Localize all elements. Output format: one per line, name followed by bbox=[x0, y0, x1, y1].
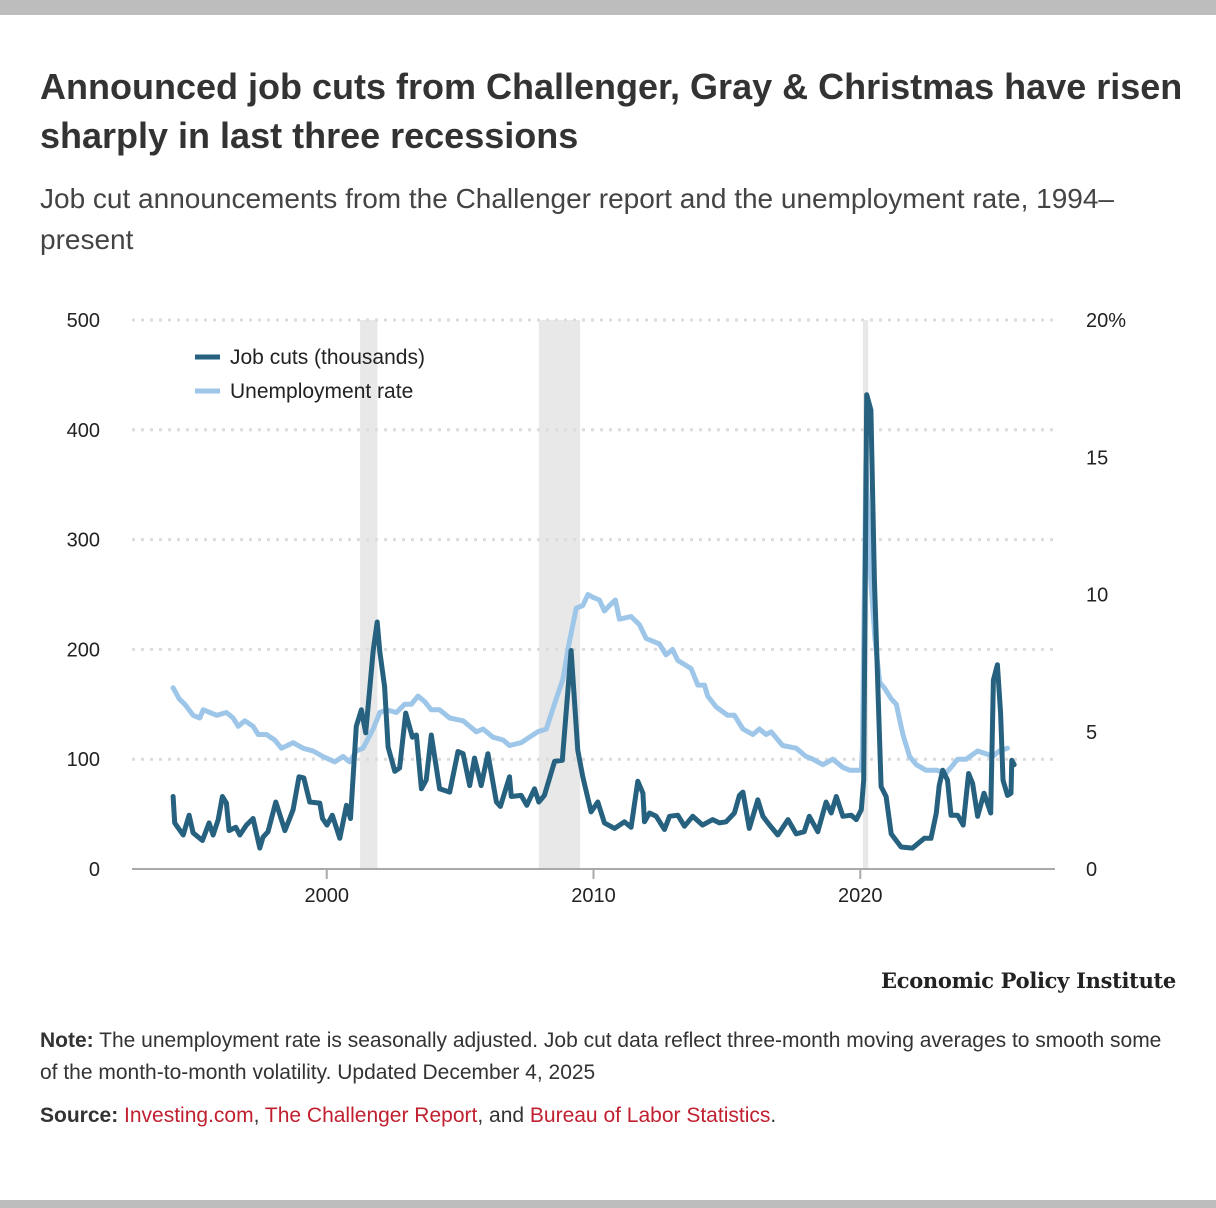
series-line-job-cuts bbox=[170, 392, 1017, 851]
source: Source: Investing.com, The Challenger Re… bbox=[40, 1100, 1180, 1132]
separator: , bbox=[253, 1104, 265, 1127]
y-right-tick-label: 10 bbox=[1086, 585, 1108, 607]
recession-band bbox=[538, 320, 581, 869]
series-line-unemployment bbox=[170, 460, 1010, 776]
legend-label-job-cuts: Job cuts (thousands) bbox=[230, 346, 425, 369]
source-link-challenger[interactable]: The Challenger Report bbox=[264, 1104, 478, 1127]
period: . bbox=[770, 1104, 777, 1127]
y-right-tick-label: 15 bbox=[1086, 447, 1108, 469]
epi-logo: Economic Policy Institute bbox=[881, 968, 1176, 993]
legend: Job cuts (thousands) Unemployment rate bbox=[195, 346, 425, 403]
y-right-tick-label: 0 bbox=[1086, 859, 1097, 881]
x-tick-label: 2020 bbox=[838, 885, 883, 907]
source-link-investing[interactable]: Investing.com bbox=[124, 1104, 254, 1127]
x-tick-label: 2010 bbox=[571, 885, 616, 907]
source-label: Source: bbox=[40, 1104, 119, 1127]
chart-subtitle: Job cut announcements from the Challenge… bbox=[40, 183, 1114, 255]
y-right-tick-label: 5 bbox=[1086, 722, 1097, 744]
note: Note: The unemployment rate is seasonall… bbox=[40, 1025, 1180, 1089]
y-left-tick-label: 100 bbox=[67, 749, 100, 771]
legend-label-unemployment: Unemployment rate bbox=[230, 380, 413, 403]
separator: , and bbox=[477, 1104, 530, 1127]
note-label: Note: bbox=[40, 1029, 94, 1052]
y-left-tick-label: 0 bbox=[89, 859, 100, 881]
y-left-tick-label: 300 bbox=[67, 530, 100, 552]
source-link-bls[interactable]: Bureau of Labor Statistics bbox=[529, 1104, 771, 1127]
chart-title: Announced job cuts from Challenger, Gray… bbox=[40, 66, 1183, 156]
y-left-tick-label: 200 bbox=[67, 639, 100, 661]
y-right-tick-label: 20% bbox=[1086, 310, 1126, 332]
x-tick-label: 2000 bbox=[304, 885, 349, 907]
y-left-tick-label: 400 bbox=[67, 420, 100, 442]
y-left-tick-label: 500 bbox=[67, 310, 100, 332]
bottom-border bbox=[0, 1200, 1216, 1208]
note-text: The unemployment rate is seasonally adju… bbox=[40, 1029, 1162, 1084]
top-border bbox=[0, 0, 1216, 15]
